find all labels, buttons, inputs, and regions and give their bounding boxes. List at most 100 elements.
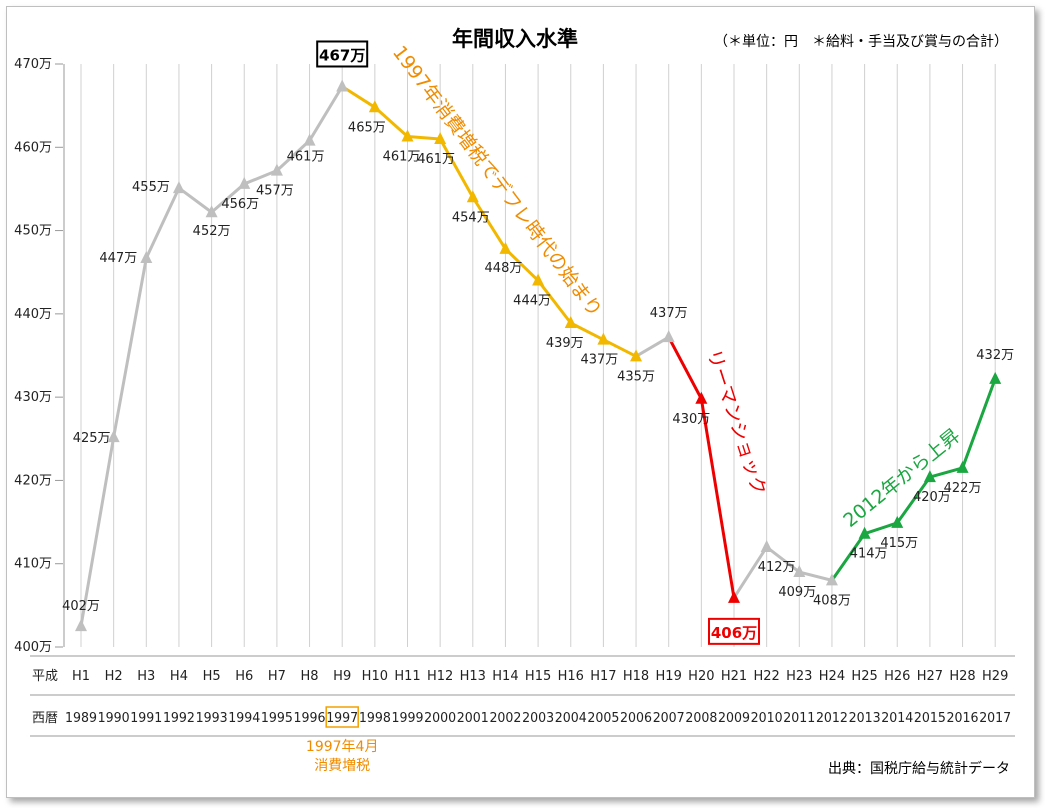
x-tick-era: H6 (235, 669, 253, 684)
x-tick-era: H9 (333, 669, 351, 684)
data-point (270, 163, 283, 176)
value-label: 455万 (132, 180, 170, 195)
x-tick-year: 2017 (979, 711, 1011, 726)
data-point (793, 565, 806, 578)
x-tick-year: 2006 (620, 711, 652, 726)
value-label: 437万 (650, 306, 688, 321)
value-label-box (708, 617, 760, 645)
data-point (238, 176, 251, 189)
value-label: 461万 (383, 149, 421, 164)
x-tick-year: 2013 (849, 711, 881, 726)
x-tick-era: H12 (427, 669, 453, 684)
gridlines (80, 64, 996, 647)
x-tick-year: 1990 (98, 711, 130, 726)
value-label: 437万 (580, 353, 618, 368)
x-tick-year: 1992 (163, 711, 195, 726)
x-tick-year: 2011 (783, 711, 815, 726)
value-label: 415万 (880, 536, 918, 551)
value-label: 422万 (944, 481, 982, 496)
x-tick-year: 1989 (65, 711, 97, 726)
x-tick-era: H26 (884, 669, 910, 684)
x-tick-era: H25 (851, 669, 877, 684)
x-tick-year: 2004 (555, 711, 587, 726)
x-tick-era: H11 (394, 669, 420, 684)
year-note: 1997年4月 (306, 739, 379, 755)
chart-frame (6, 6, 1035, 798)
y-axis: 400万 410万 420万 430万 440万 450万 460万 470万 (14, 57, 65, 655)
x-tick-year: 1997 (326, 711, 358, 726)
x-tick-era: H19 (656, 669, 682, 684)
value-label: 412万 (758, 560, 796, 575)
series-line-segment (830, 378, 997, 582)
x-tick-era: H21 (721, 669, 747, 684)
value-label-emphasis: 467万 (319, 46, 365, 64)
x-tick-year: 2012 (816, 711, 848, 726)
data-point (760, 540, 773, 553)
value-label-box (316, 40, 369, 68)
x-tick-era: H16 (558, 669, 584, 684)
x-tick-era: H23 (786, 669, 812, 684)
data-point (532, 273, 545, 286)
series-line-segment (635, 335, 670, 358)
value-label: 465万 (348, 120, 386, 135)
x-tick-era: H20 (688, 669, 714, 684)
x-tick-year: 2014 (881, 711, 913, 726)
value-label: 430万 (672, 412, 710, 427)
y-tick-label: 450万 (14, 224, 52, 239)
x-tick-era: H10 (362, 669, 388, 684)
value-label: 432万 (976, 348, 1014, 363)
value-label: 444万 (513, 294, 551, 309)
data-point (825, 573, 838, 586)
x-tick-year: 2007 (653, 711, 685, 726)
y-tick-label: 460万 (14, 140, 52, 155)
x-tick-year: 2015 (914, 711, 946, 726)
y-tick-label: 440万 (14, 307, 52, 322)
value-label: 457万 (256, 184, 294, 199)
x-tick-era: H1 (72, 669, 90, 684)
x-tick-era: H8 (301, 669, 319, 684)
x-tick-era: H24 (819, 669, 845, 684)
value-label: 408万 (813, 593, 851, 608)
data-point (205, 205, 218, 218)
x-tick-year: 2001 (457, 711, 489, 726)
data-point (695, 391, 708, 404)
data-point (303, 133, 316, 146)
series-line-segment (341, 85, 637, 358)
data-point (401, 129, 414, 142)
data-point (107, 430, 120, 443)
data-point (989, 371, 1002, 384)
x-tick-era: H27 (917, 669, 943, 684)
x-tick-year: 2000 (424, 711, 456, 726)
highlight-year-box (325, 706, 359, 728)
x-tick-era: H3 (137, 669, 155, 684)
series-points (75, 79, 1002, 632)
annotation-deflation: 1997年消費増税でデフレ時代の始まり (388, 42, 606, 321)
x-tick-year: 2008 (685, 711, 717, 726)
x-tick-era: H29 (982, 669, 1008, 684)
value-label: 452万 (193, 224, 231, 239)
data-point (597, 332, 610, 345)
x-tick-era: H15 (525, 669, 551, 684)
series-line-segment (732, 545, 833, 599)
data-point (499, 241, 512, 254)
x-tick-year: 1995 (261, 711, 293, 726)
y-tick-label: 420万 (14, 473, 52, 488)
data-point (466, 190, 479, 203)
x-tick-era: H7 (268, 669, 286, 684)
era-row-label: 平成 (32, 669, 58, 684)
data-point (564, 316, 577, 329)
y-tick-label: 400万 (14, 640, 52, 655)
chart-title: 年間収入水準 (452, 27, 578, 51)
x-tick-year: 1998 (359, 711, 391, 726)
x-tick-year: 2009 (718, 711, 750, 726)
x-tick-era: H5 (203, 669, 221, 684)
data-point (662, 330, 675, 343)
value-label: 448万 (485, 261, 523, 276)
value-label: 425万 (73, 431, 111, 446)
value-label: 461万 (417, 152, 455, 167)
value-label-emphasis: 406万 (711, 624, 757, 642)
value-label: 409万 (778, 585, 816, 600)
x-tick-era: H17 (590, 669, 616, 684)
